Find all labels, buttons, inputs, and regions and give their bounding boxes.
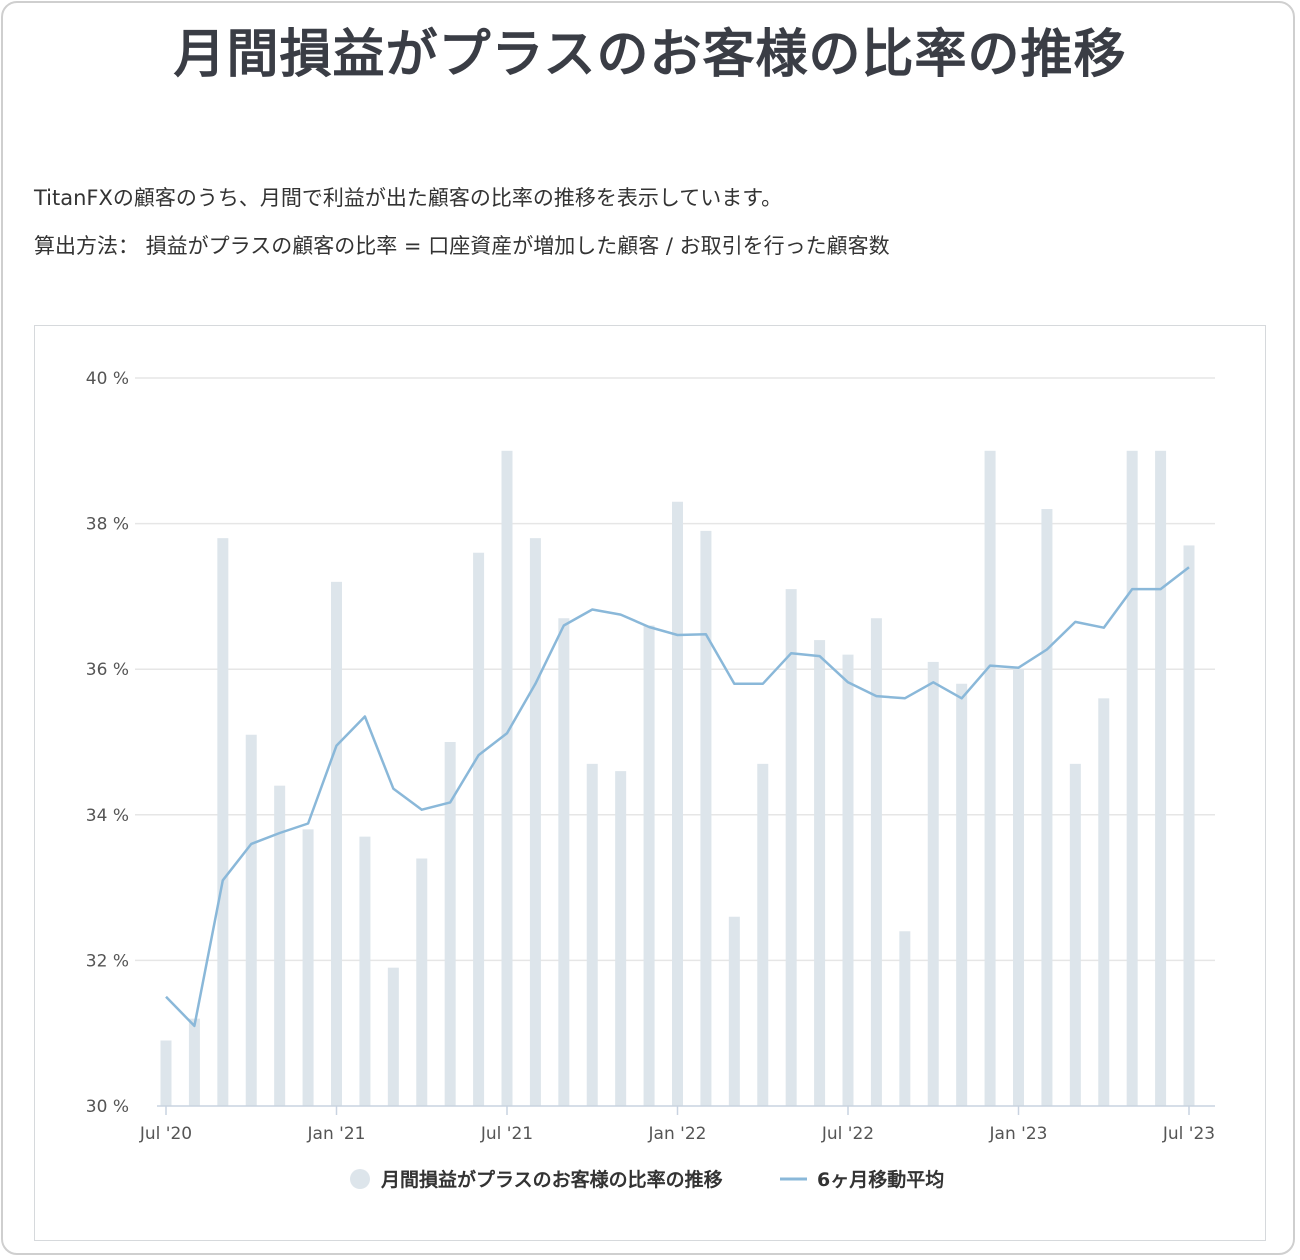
bar (444, 742, 456, 1106)
bar (331, 581, 342, 1106)
x-tick-label: Jul '22 (821, 1124, 874, 1144)
bar (188, 1018, 200, 1106)
bar (473, 552, 485, 1106)
bar (643, 625, 655, 1106)
bar (217, 538, 229, 1106)
y-tick-label: 38 % (86, 515, 129, 535)
legend-bar-label: 月間損益がプラスのお客様の比率の推移 (380, 1168, 723, 1191)
bar (1069, 763, 1081, 1106)
bar (160, 1040, 172, 1106)
legend-bar-marker (350, 1169, 370, 1189)
bar (359, 836, 371, 1106)
bar (814, 640, 826, 1106)
bar (1183, 545, 1195, 1106)
bar (1098, 698, 1110, 1106)
legend-line-label: 6ヶ月移動平均 (817, 1168, 944, 1191)
bar (672, 501, 683, 1106)
bar (274, 785, 286, 1106)
x-axis-ticks: Jul '20 Jan '21 Jul '21 Jan '22 Jul '22 Jan '… (139, 1106, 1215, 1144)
bar (586, 763, 598, 1106)
y-tick-label: 40 % (86, 369, 129, 389)
ratio-chart: 30 %32 %34 %36 %38 %40 % Jul '20 Jan '21 J… (86, 369, 1215, 1191)
bar (501, 450, 513, 1106)
x-tick-label: Jul '23 (1162, 1124, 1215, 1144)
y-tick-label: 32 % (86, 951, 129, 971)
x-tick-label: Jan '23 (989, 1124, 1048, 1144)
bar (615, 771, 627, 1106)
moving-average-line (165, 566, 1190, 1028)
y-tick-label: 36 % (86, 660, 129, 680)
bar (1155, 450, 1167, 1106)
bar (927, 661, 939, 1106)
x-tick-label: Jan '21 (307, 1124, 366, 1144)
bar (700, 530, 712, 1106)
legend: 月間損益がプラスのお客様の比率の推移 6ヶ月移動平均 (350, 1168, 944, 1191)
bar (558, 618, 570, 1106)
bar (984, 450, 996, 1106)
bar (1013, 669, 1024, 1106)
bar-series (160, 450, 1195, 1106)
x-tick-label: Jul '21 (480, 1124, 533, 1144)
bar (1126, 450, 1138, 1106)
bar (870, 618, 882, 1106)
line-series (165, 566, 1190, 1028)
x-tick-label: Jul '20 (139, 1124, 192, 1144)
bar (1041, 509, 1053, 1106)
calculation-method-text: 算出方法： 損益がプラスの顧客の比率 = 口座資産が増加した顧客 / お取引を行… (34, 234, 890, 258)
bar (842, 654, 854, 1106)
bar (387, 967, 399, 1106)
bar (416, 858, 428, 1106)
y-tick-label: 34 % (86, 806, 129, 826)
y-tick-label: 30 % (86, 1097, 129, 1117)
bar (785, 589, 797, 1106)
chart-frame: 30 % 32 % 34 % 36 % 38 % 40 % Jul '20 Jan '21 J… (34, 325, 1266, 1241)
bar (757, 763, 769, 1106)
bar (302, 829, 314, 1106)
bar (899, 931, 911, 1106)
description-text: TitanFXの顧客のうち、月間で利益が出た顧客の比率の推移を表示しています。 (34, 186, 783, 210)
bar (245, 734, 257, 1106)
bar (529, 538, 541, 1106)
y-axis-ticks: 30 % 32 % 34 % 36 % 38 % 40 % (86, 369, 129, 1117)
bar (956, 683, 968, 1106)
page-title: 月間損益がプラスのお客様の比率の推移 (173, 25, 1127, 85)
bar (728, 916, 740, 1106)
x-tick-label: Jan '22 (648, 1124, 707, 1144)
